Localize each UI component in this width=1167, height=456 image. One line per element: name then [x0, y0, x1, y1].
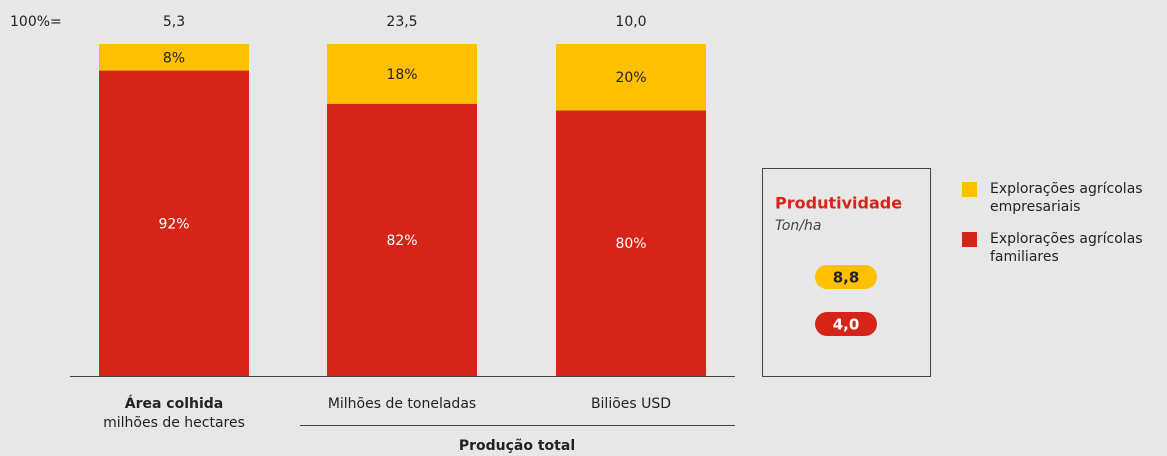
bar-segment — [327, 44, 477, 104]
segment-label: 8% — [163, 50, 185, 66]
segment-label: 18% — [386, 67, 417, 83]
segment-label: 92% — [158, 216, 189, 232]
category-note: milhões de hectares — [103, 415, 245, 431]
productivity-value: 8,8 — [833, 269, 860, 287]
legend-label: Explorações agrícolas empresariais — [990, 181, 1143, 215]
bar-segment — [99, 70, 249, 376]
bar-segment — [327, 103, 477, 376]
group-label: Produção total — [459, 438, 575, 454]
category-label: Milhões de toneladas — [328, 396, 476, 412]
segment-label: 20% — [615, 70, 646, 86]
category-label: Biliões USD — [591, 396, 671, 412]
productivity-pill — [815, 312, 877, 336]
bar-segment — [99, 44, 249, 71]
productivity-title: Produtividade — [775, 194, 902, 213]
legend-label: Explorações agrícolas familiares — [990, 231, 1143, 265]
category-label: Área colhida — [125, 395, 224, 412]
productivity-value: 4,0 — [833, 316, 860, 334]
productivity-unit: Ton/ha — [775, 218, 821, 234]
bar-segment — [556, 110, 706, 377]
total-label: 100%= — [10, 14, 62, 30]
productivity-box — [762, 168, 931, 377]
total-value: 10,0 — [615, 14, 646, 30]
legend-swatch — [962, 182, 977, 197]
legend-swatch — [962, 232, 977, 247]
segment-label: 82% — [386, 233, 417, 249]
total-value: 5,3 — [163, 14, 185, 30]
bar-segment — [556, 44, 706, 111]
segment-label: 80% — [615, 236, 646, 252]
total-value: 23,5 — [386, 14, 417, 30]
productivity-pill — [815, 265, 877, 289]
